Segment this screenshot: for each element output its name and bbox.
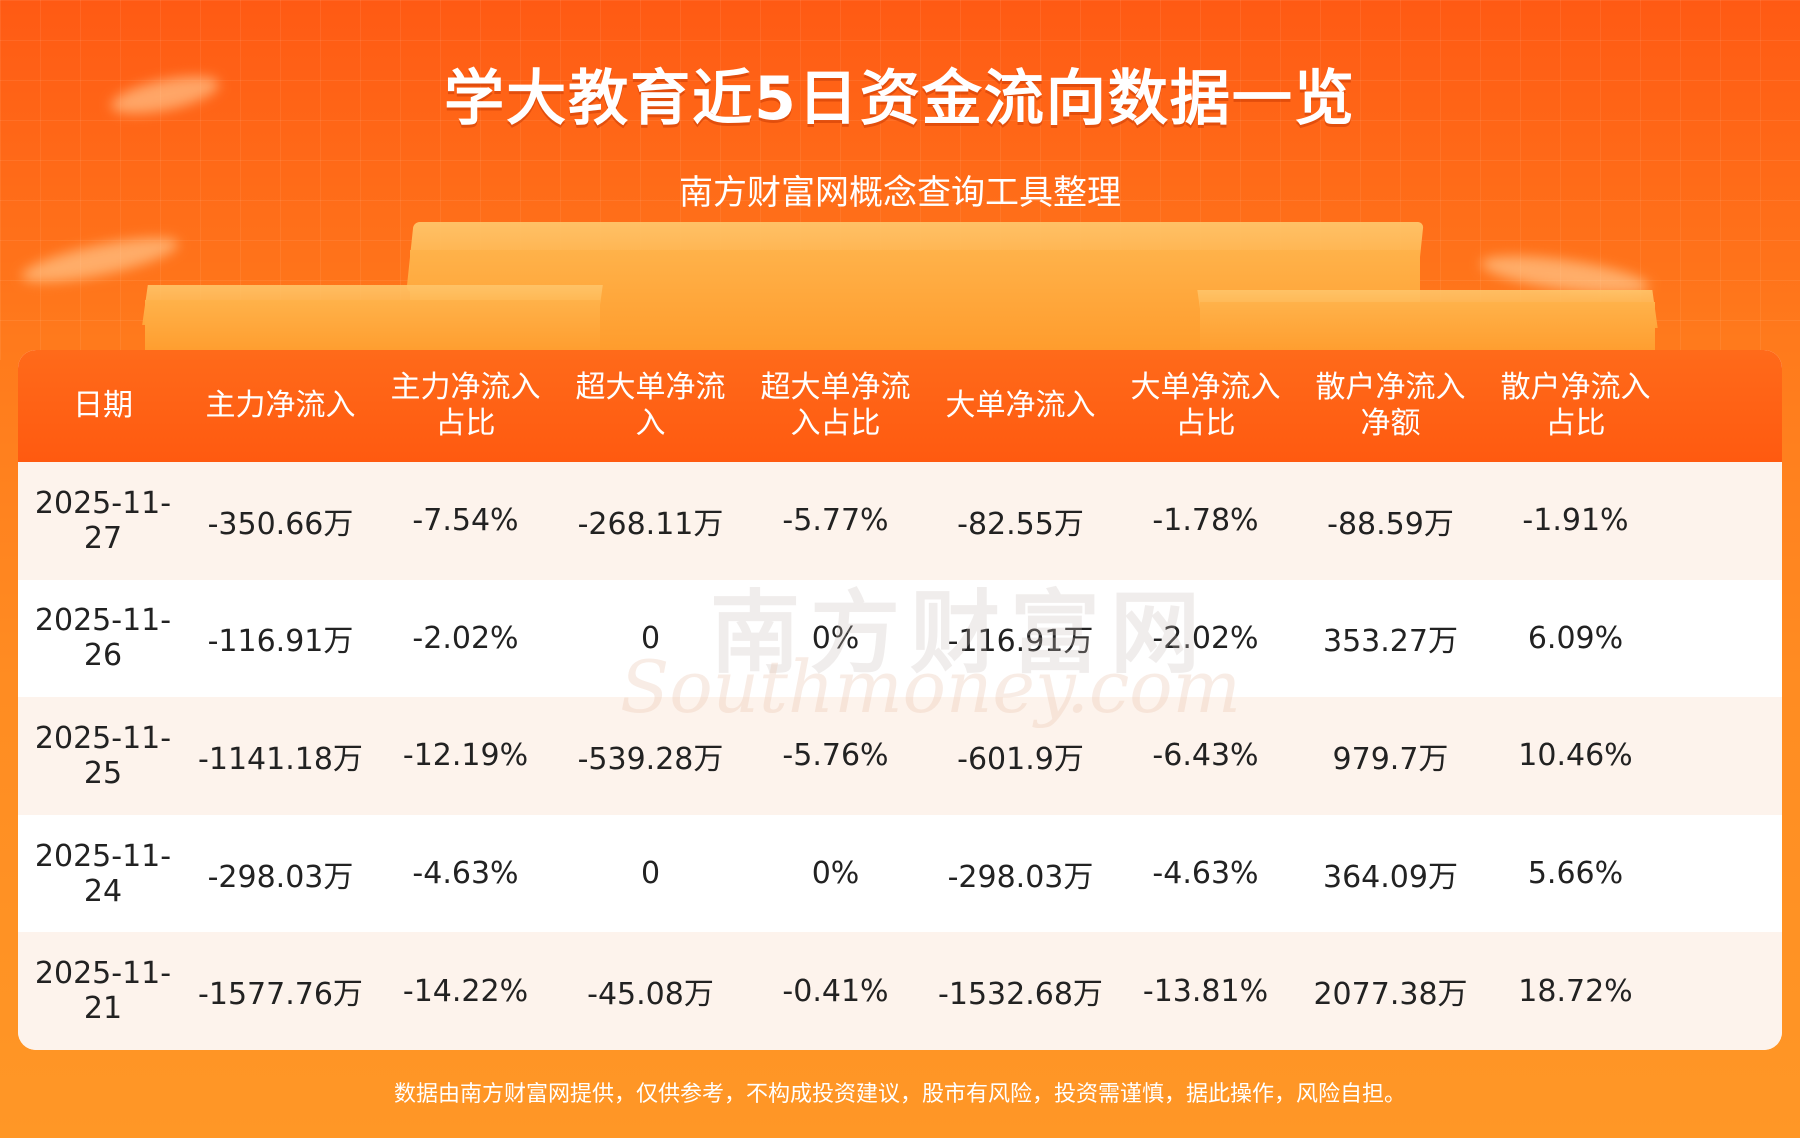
table-header: 日期 主力净流入 主力净流入 占比 超大单净流 入 超大单净流 入占比 大单净流… (18, 350, 1782, 462)
cell-value: 10.46% (1518, 738, 1633, 774)
cell-value: -1.91% (1522, 503, 1629, 539)
cell-date: 2025-11-24 (34, 838, 172, 909)
page-subtitle: 南方财富网概念查询工具整理 (679, 173, 1121, 213)
cell-value: 6.09% (1527, 620, 1624, 656)
cell-value: -350.66万 (207, 506, 354, 542)
cell-value: -4.63% (412, 856, 519, 892)
cell-value: -13.81% (1142, 973, 1269, 1009)
cell-value: 0 (640, 620, 661, 656)
table-row: 2025-11-24 -298.03万 -4.63% 0 0% -298.03万… (18, 814, 1782, 933)
cell-value: -116.91万 (207, 624, 354, 660)
footer-disclaimer: 数据由南方财富网提供，仅供参考，不构成投资建议，股市有风险，投资需谨慎，据此操作… (393, 1082, 1406, 1107)
cell-value: 18.72% (1518, 973, 1633, 1009)
column-header: 超大单净流 入 (575, 370, 726, 441)
column-header: 主力净流入 占比 (390, 370, 541, 441)
column-header: 散户净流入 占比 (1500, 370, 1651, 441)
cell-value: -6.43% (1152, 738, 1259, 774)
cell-value: 0% (811, 620, 860, 656)
cell-value: -5.76% (782, 738, 889, 774)
cell-value: -116.91万 (947, 624, 1094, 660)
table-row: 2025-11-25 -1141.18万 -12.19% -539.28万 -5… (18, 697, 1782, 815)
cell-value: -1141.18万 (198, 741, 363, 777)
cell-value: 2077.38万 (1313, 977, 1468, 1013)
cell-value: -298.03万 (207, 859, 354, 895)
cell-value: -268.11万 (577, 506, 724, 542)
cell-value: -2.02% (412, 620, 519, 656)
cell-value: -1577.76万 (198, 977, 363, 1013)
cell-value: -82.55万 (957, 506, 1084, 542)
column-header: 大单净流入 (945, 388, 1096, 423)
table-row: 2025-11-21 -1577.76万 -14.22% -45.08万 -0.… (18, 932, 1782, 1050)
cell-value: -14.22% (402, 973, 529, 1009)
cell-value: -12.19% (402, 738, 529, 774)
cell-value: 364.09万 (1323, 859, 1458, 895)
cell-value: -0.41% (782, 973, 889, 1009)
cell-date: 2025-11-27 (34, 485, 172, 556)
cell-value: 5.66% (1527, 856, 1624, 892)
cell-value: -7.54% (412, 503, 519, 539)
table-body: 2025-11-27 -350.66万 -7.54% -268.11万 -5.7… (18, 462, 1782, 1050)
table-row: 2025-11-26 -116.91万 -2.02% 0 0% -116.91万… (18, 579, 1782, 698)
cell-date: 2025-11-21 (34, 956, 172, 1027)
cell-value: -5.77% (782, 503, 889, 539)
cell-value: 979.7万 (1332, 741, 1449, 777)
table-row: 2025-11-27 -350.66万 -7.54% -268.11万 -5.7… (18, 462, 1782, 580)
cell-value: -1.78% (1152, 503, 1259, 539)
cell-value: -4.63% (1152, 856, 1259, 892)
column-header: 主力净流入 (205, 388, 356, 423)
cell-value: -1532.68万 (938, 977, 1103, 1013)
page-title: 学大教育近5日资金流向数据一览 (444, 64, 1356, 134)
cell-date: 2025-11-25 (34, 720, 172, 791)
cell-value: 0 (640, 856, 661, 892)
cell-value: 0% (811, 856, 860, 892)
column-header: 散户净流入 净额 (1315, 370, 1466, 441)
column-header: 超大单净流 入占比 (760, 370, 911, 441)
cell-date: 2025-11-26 (34, 603, 172, 674)
cell-value: -539.28万 (577, 741, 724, 777)
column-header: 日期 (73, 388, 133, 423)
cell-value: -88.59万 (1327, 506, 1454, 542)
cell-value: -45.08万 (587, 977, 714, 1013)
cell-value: -2.02% (1152, 620, 1259, 656)
cell-value: 353.27万 (1323, 624, 1458, 660)
fund-flow-table: 日期 主力净流入 主力净流入 占比 超大单净流 入 超大单净流 入占比 大单净流… (18, 350, 1782, 1050)
cell-value: -601.9万 (957, 741, 1084, 777)
cell-value: -298.03万 (947, 859, 1094, 895)
column-header: 大单净流入 占比 (1130, 370, 1281, 441)
